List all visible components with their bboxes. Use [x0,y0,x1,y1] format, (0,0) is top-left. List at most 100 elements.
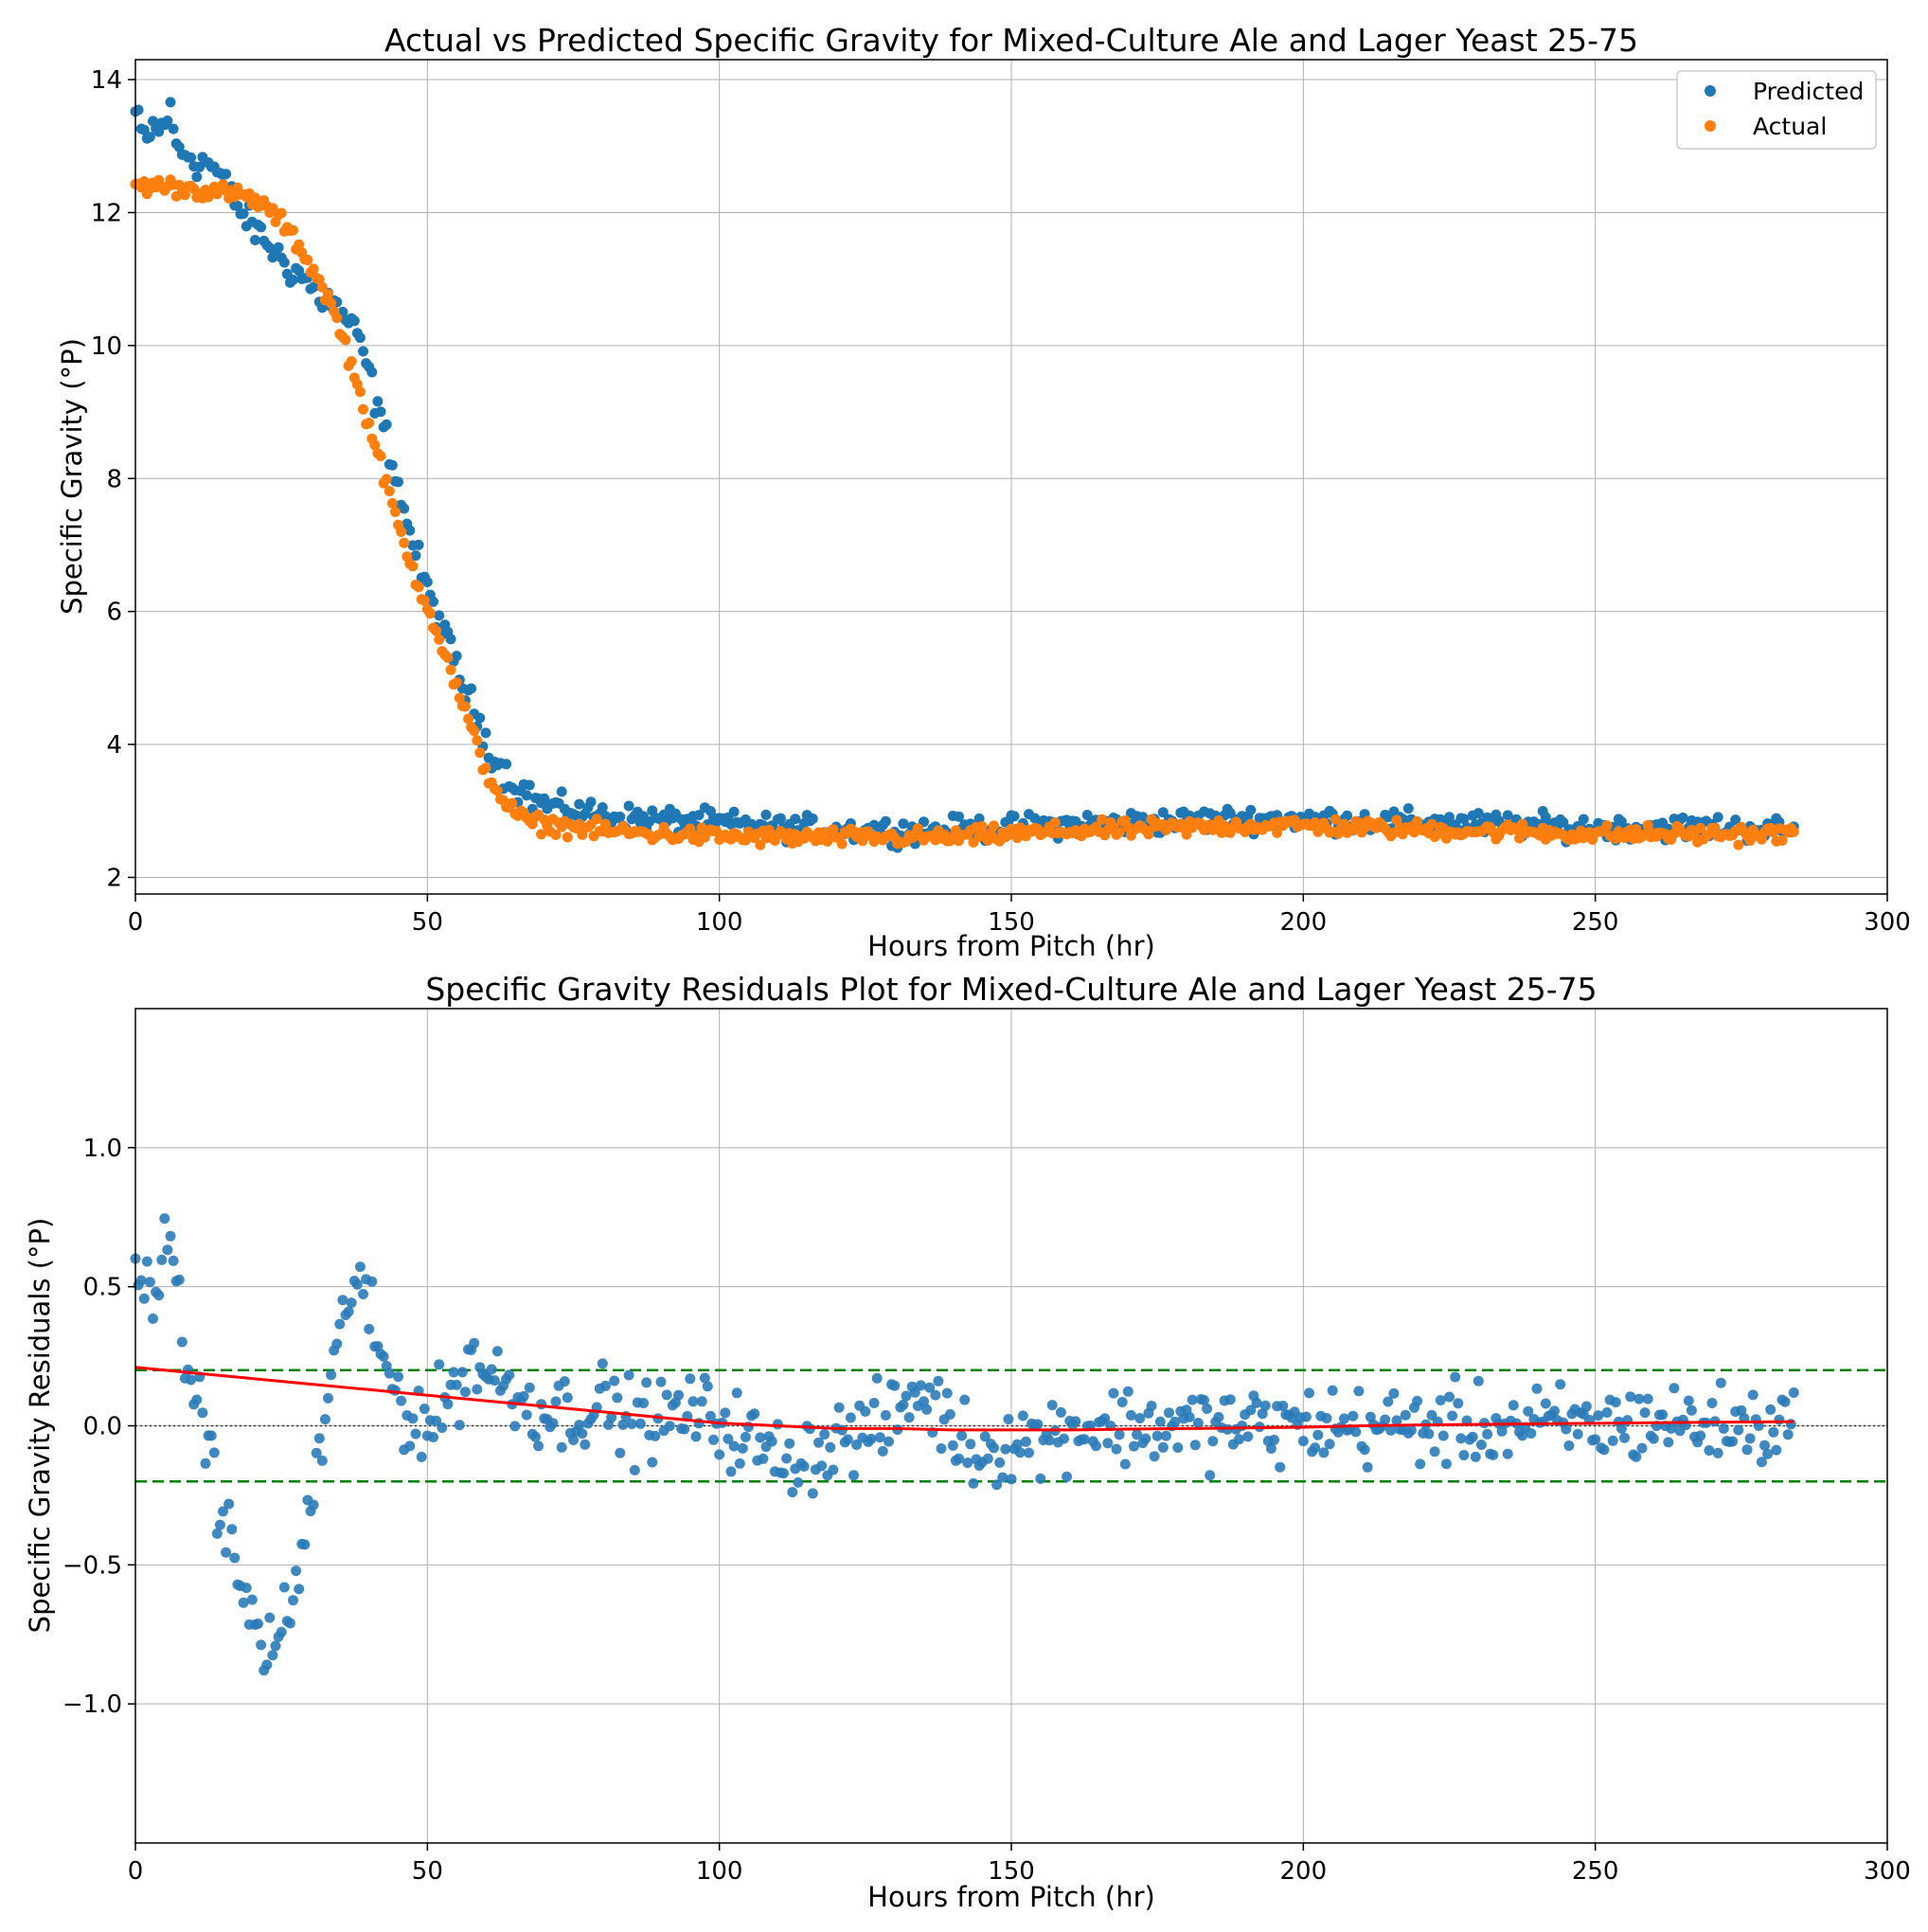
point-actual [364,418,375,429]
point-residual [504,1369,515,1381]
point-residual [1733,1424,1744,1436]
point-residual [1108,1387,1119,1399]
point-residual [407,1413,419,1424]
point-residual [459,1386,471,1398]
point-residual [1014,1447,1026,1458]
point-residual [529,1431,541,1442]
point-residual [1011,1439,1023,1450]
point-residual [165,1230,176,1242]
point-residual [1473,1375,1484,1386]
point-actual [1143,829,1154,840]
point-residual [1616,1422,1627,1434]
point-actual [267,203,278,214]
point-residual [1555,1379,1566,1390]
point-predicted [232,200,243,211]
point-residual [454,1420,465,1431]
point-residual [319,1414,330,1425]
top-xtick-label: 200 [1280,908,1328,937]
point-residual [562,1392,573,1404]
top-xtick-label: 250 [1572,908,1619,937]
point-residual [1154,1416,1166,1427]
point-residual [1488,1449,1499,1460]
top-xtick-label: 150 [988,908,1035,937]
point-predicted [1029,813,1041,824]
point-residual [606,1412,617,1423]
point-residual [313,1433,325,1444]
point-residual [144,1277,155,1288]
point-residual [959,1394,971,1405]
point-residual [241,1583,252,1594]
point-predicted [404,525,416,536]
point-actual [1272,827,1283,838]
point-predicted [1540,812,1551,823]
point-residual [699,1372,710,1384]
point-residual [568,1435,579,1445]
point-residual [148,1313,158,1324]
point-residual [755,1432,766,1443]
point-residual [720,1407,731,1419]
point-residual [311,1447,322,1458]
point-residual [486,1364,497,1375]
point-residual [947,1440,958,1451]
point-residual [153,1290,165,1301]
point-predicted [153,126,165,137]
point-residual [936,1443,947,1454]
point-residual [1224,1394,1236,1405]
point-residual [1055,1406,1066,1418]
point-residual [278,1582,290,1593]
point-residual [1207,1436,1219,1447]
point-actual [474,747,486,759]
bottom-xtick-label: 250 [1572,1857,1619,1886]
y-ticks-top: 2 4 6 8 10 12 14 [91,66,135,892]
point-residual [842,1434,853,1445]
point-residual [168,1255,179,1266]
point-residual [354,1261,366,1273]
point-residual [1070,1416,1081,1427]
point-residual [871,1372,883,1384]
point-residual [246,1594,258,1605]
point-residual [884,1436,894,1447]
point-residual [851,1440,863,1450]
bottom-xtick-label: 50 [412,1857,443,1886]
point-residual [1199,1395,1209,1405]
point-actual [454,692,465,704]
point-residual [1245,1404,1257,1416]
point-residual [737,1442,748,1454]
point-residual [1111,1443,1122,1455]
point-residual [1277,1401,1289,1411]
point-residual [346,1297,357,1309]
point-residual [229,1552,241,1564]
point-predicted [880,815,891,827]
legend: Predicted Actual [1676,70,1877,150]
point-residual [1380,1414,1391,1425]
point-actual [399,537,410,548]
point-predicted [474,712,486,724]
top-ytick-label: 4 [106,731,122,760]
point-residual [442,1399,454,1410]
legend-marker-actual [1705,120,1716,132]
point-residual [1636,1442,1648,1454]
point-residual [708,1434,719,1445]
point-predicted [372,396,384,407]
point-predicted [354,332,366,344]
point-residual [221,1547,232,1558]
top-ytick-label: 8 [106,465,122,493]
top-xtick-label: 100 [696,908,743,937]
point-predicted [1558,816,1569,828]
point-residual [547,1418,559,1429]
point-residual [740,1431,751,1442]
point-residual [1187,1394,1198,1405]
point-residual [238,1597,249,1608]
point-actual [976,821,988,832]
point-actual [445,664,456,675]
point-residual [416,1451,427,1462]
point-residual [1768,1426,1779,1438]
point-predicted [480,727,491,739]
point-actual [836,838,848,850]
point-residual [524,1382,535,1393]
legend-marker-predicted [1705,85,1716,97]
point-actual [472,735,483,746]
point-residual [334,1318,346,1330]
point-residual [1348,1410,1359,1422]
point-residual [1444,1391,1455,1403]
